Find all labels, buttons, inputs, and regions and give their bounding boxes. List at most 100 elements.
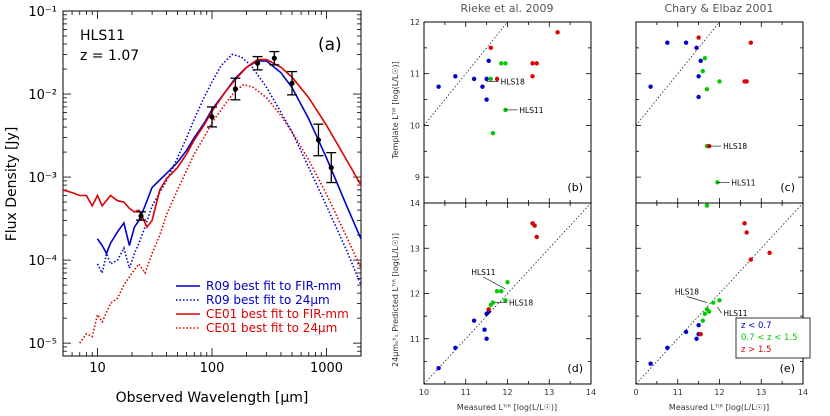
xtick-label: 10 (419, 388, 429, 397)
point-red (742, 221, 747, 226)
panel-label: (c) (780, 181, 795, 194)
ytick-label: 12 (410, 290, 420, 299)
one-to-one-line (424, 22, 508, 126)
annotation-label: HLS18 (675, 288, 699, 297)
legend-z-high: z > 1.5 (741, 345, 772, 355)
point-blue (484, 336, 489, 341)
point-green (704, 203, 710, 208)
point-green (702, 56, 708, 61)
panel-b-ylabel: Template Lᵀᴵᴿ [log(L/L☉)] (391, 61, 400, 160)
panel-label: (e) (780, 362, 795, 375)
a-ytick-label: 10⁻⁵ (28, 337, 57, 352)
panel-a-xlabel: Observed Wavelength [μm] (116, 390, 309, 406)
point-blue (482, 327, 487, 332)
point-blue (436, 84, 441, 89)
point-blue (696, 74, 701, 79)
point-green (717, 298, 722, 303)
a-data-point (289, 80, 295, 86)
xtick-label: 12 (502, 388, 512, 397)
point-red (744, 230, 749, 235)
point-red (488, 45, 493, 51)
annotation-label: HLS11 (471, 268, 495, 277)
a-data-point (254, 60, 261, 66)
panel-d: 11 12 13 14 10 11 12 13 14 HLS11 HLS18 (d) (410, 199, 596, 397)
legend-z-low: z < 0.7 (741, 321, 772, 331)
point-green (494, 289, 500, 294)
point-red (532, 223, 537, 228)
a-xtick-label: 1000 (310, 361, 343, 376)
point-blue (484, 97, 489, 102)
point-red (530, 61, 535, 66)
a-data-point (328, 165, 334, 171)
point-red (530, 74, 535, 79)
legend-z-mid: 0.7 < z < 1.5 (741, 333, 798, 343)
annotation-label: HLS18 (501, 77, 525, 86)
column-title-rieke: Rieke et al. 2009 (460, 2, 553, 15)
legend-ce01-24: CE01 best fit to 24μm (206, 321, 337, 335)
point-blue (484, 76, 489, 82)
a-data-point (315, 137, 322, 143)
point-green (505, 279, 510, 285)
ytick-label: 10 (410, 121, 420, 130)
point-blue (694, 45, 699, 51)
point-blue (683, 329, 689, 335)
point-blue (665, 345, 670, 350)
point-blue (648, 84, 653, 89)
point-green (490, 300, 496, 305)
a-data-point (138, 213, 144, 219)
point-green (704, 87, 710, 92)
legend-box (735, 317, 811, 359)
point-green (704, 307, 710, 312)
panel-a-label: (a) (318, 35, 342, 55)
point-red (698, 332, 703, 337)
point-blue (665, 40, 670, 45)
point-blue (453, 345, 458, 350)
annotation-label: HLS11 (731, 178, 755, 187)
point-green (499, 289, 504, 294)
xtick-label: 13 (756, 388, 766, 397)
legend-ce01-fir: CE01 best fit to FIR-mm (206, 307, 349, 321)
redshift-label: z = 1.07 (80, 48, 139, 64)
annotation-label: HLS18 (723, 142, 747, 151)
panel-c: HLS18 HLS11 (c) (635, 21, 804, 208)
a-data-point (232, 86, 238, 92)
panel-a: 10 100 1000 10⁻⁵ 10⁻⁴ 10⁻³ 10⁻² 10⁻¹ HLS11 z = … (4, 5, 362, 406)
point-green (499, 61, 504, 66)
annotation-leader (483, 276, 506, 290)
a-ytick-label: 10⁻³ (28, 171, 57, 186)
ytick-label: 12 (410, 18, 420, 27)
legend-r09-fir: R09 best fit to FIR-mm (206, 279, 341, 293)
object-name: HLS11 (80, 28, 125, 44)
panel-d-xlabel: Measured Lᵀᴵᴿ [log(L/L☉)] (457, 403, 557, 412)
point-blue (436, 365, 441, 371)
point-red (748, 40, 754, 45)
one-to-one-line (636, 22, 720, 126)
a-series-2 (62, 58, 362, 229)
xtick-label: 14 (586, 388, 596, 397)
a-data-point (271, 55, 277, 61)
point-green (503, 107, 508, 113)
point-blue (453, 74, 458, 79)
point-red (494, 76, 500, 82)
column-title-chary: Chary & Elbaz 2001 (665, 2, 774, 15)
panel-b-frame (423, 21, 592, 204)
a-ytick-label: 10⁻¹ (28, 5, 57, 20)
one-to-one-line (424, 203, 591, 384)
point-red (748, 257, 754, 262)
ytick-label: 14 (410, 199, 420, 208)
a-series-1 (96, 53, 362, 286)
xtick-label: 0 (633, 388, 638, 397)
point-green (503, 298, 508, 303)
point-blue (480, 84, 485, 89)
panel-a-legend: R09 best fit to FIR-mm R09 best fit to 2… (176, 279, 349, 335)
a-xtick-label: 10 (89, 361, 106, 376)
point-blue (471, 76, 477, 82)
point-red (555, 30, 560, 35)
panel-b: 9 10 11 12 HLS18 HLS11 (b) (410, 18, 592, 204)
panel-e-legend: z < 0.7 0.7 < z < 1.5 z > 1.5 (735, 317, 811, 359)
point-blue (471, 318, 477, 323)
point-green (711, 300, 716, 305)
panel-d-ylabel: 24μmₒᵇₛ Predicted Lᵀᴵᴿ [log(L/L☉)] (391, 233, 400, 367)
point-blue (698, 58, 703, 63)
